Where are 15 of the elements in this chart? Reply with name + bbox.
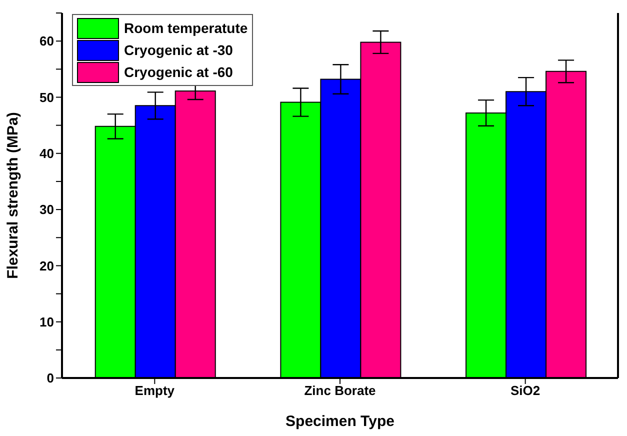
y-tick-label: 60	[40, 34, 54, 49]
x-tick-label: Empty	[134, 383, 176, 398]
x-tick-label: Zinc Borate	[304, 383, 376, 398]
y-tick-label: 10	[40, 314, 54, 330]
y-tick-label: 30	[40, 202, 54, 218]
legend-label: Cryogenic at -60	[124, 64, 233, 80]
legend-label: Room temperatute	[124, 20, 248, 36]
x-tick-label: SiO2	[510, 383, 540, 398]
y-tick-label: 50	[40, 90, 54, 105]
y-axis-title: Flexural strength (MPa)	[4, 112, 22, 279]
legend-label: Cryogenic at -30	[124, 42, 233, 58]
y-tick-label: 40	[40, 146, 54, 161]
y-tick-label: 0	[46, 370, 54, 386]
x-axis-title: Specimen Type	[286, 413, 394, 430]
y-tick-label: 20	[40, 258, 54, 274]
